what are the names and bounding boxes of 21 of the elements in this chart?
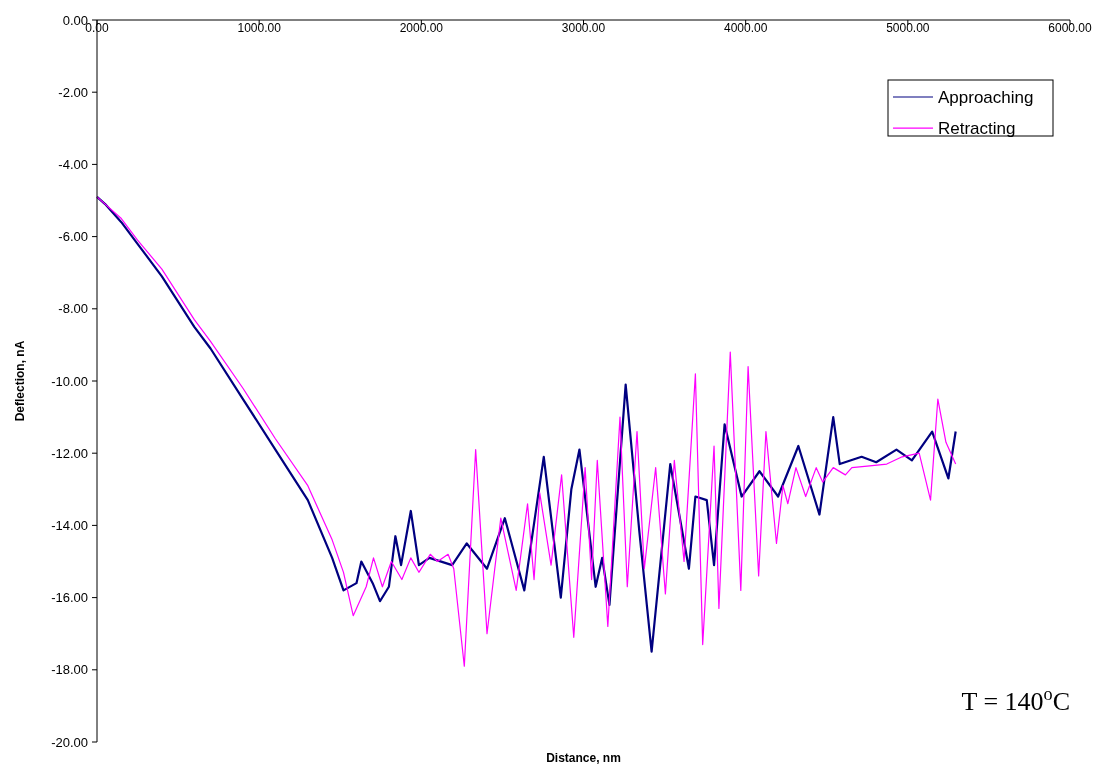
x-tick-label: 1000.00 (237, 21, 282, 35)
legend-label: Retracting (938, 118, 1016, 138)
annotation: T = 140$^{o}$C (961, 684, 1070, 716)
x-tick-label: 6000.00 (1048, 21, 1093, 35)
x-axis-title: Distance, nm (546, 751, 621, 765)
y-tick-label: -4.00 (58, 156, 88, 172)
y-tick-label: -14.00 (51, 517, 88, 533)
y-tick-label: -6.00 (58, 229, 88, 245)
y-tick-label: -16.00 (51, 590, 88, 606)
x-tick-label: 4000.00 (723, 21, 768, 35)
x-tick-label: 5000.00 (886, 21, 930, 35)
y-tick-label: -2.00 (58, 84, 88, 100)
y-tick-label: -18.00 (51, 662, 88, 678)
y-tick-label: -12.00 (51, 445, 88, 461)
y-tick-label: -10.00 (51, 373, 88, 389)
legend-label: Approaching (938, 87, 1034, 107)
y-tick-label: -8.00 (58, 301, 88, 317)
x-tick-label: 2000.00 (399, 21, 444, 35)
y-axis-title: Deflection, nA (13, 340, 27, 422)
y-tick-label: -20.00 (51, 734, 88, 750)
x-tick-label: 3000.00 (561, 21, 606, 35)
